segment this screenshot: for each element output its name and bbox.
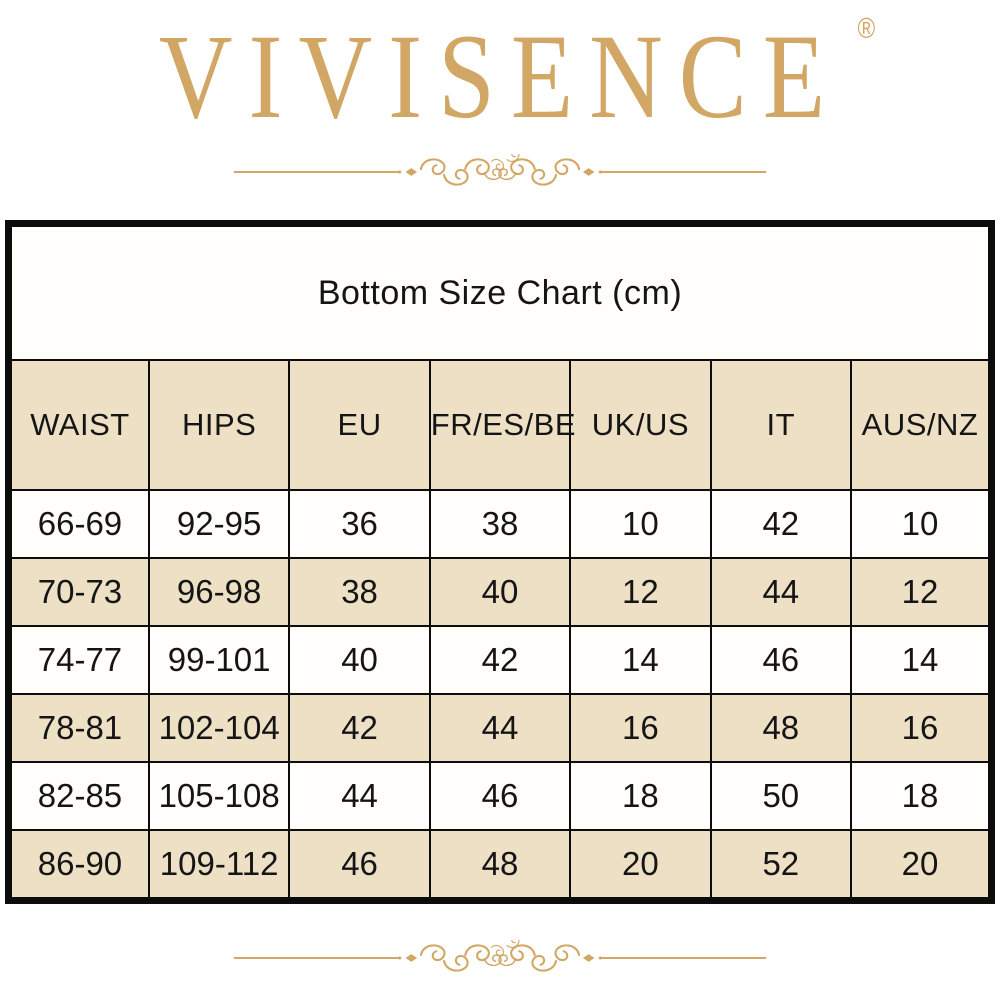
ornament-divider-bottom <box>233 940 767 972</box>
table-row: 78-81 102-104 42 44 16 48 16 <box>7 693 993 763</box>
size-cell: 20 <box>850 829 993 902</box>
size-cell: 92-95 <box>147 489 291 559</box>
size-cell: 42 <box>428 625 572 695</box>
size-cell: 38 <box>288 557 431 627</box>
size-cell: 36 <box>288 489 431 559</box>
size-cell: 82-85 <box>7 761 150 831</box>
size-cell: 12 <box>850 557 993 627</box>
size-cell: 44 <box>428 693 572 763</box>
size-cell: 38 <box>428 489 572 559</box>
size-cell: 44 <box>709 557 853 627</box>
size-cell: 46 <box>288 829 431 902</box>
size-cell: 42 <box>288 693 431 763</box>
column-header: WAIST <box>7 359 150 491</box>
table-row: 70-73 96-98 38 40 12 44 12 <box>7 557 993 627</box>
size-cell: 50 <box>709 761 853 831</box>
brand-name: VIVISENCE <box>158 10 842 145</box>
column-header: FR/ES/BE <box>428 359 576 491</box>
column-header: EU <box>288 359 431 491</box>
registered-trademark-icon: ® <box>857 13 876 46</box>
size-cell: 48 <box>428 829 572 902</box>
table-title: Bottom Size Chart (cm) <box>7 222 993 361</box>
table-row: 86-90 109-112 46 48 20 52 20 <box>7 829 993 902</box>
size-cell: 96-98 <box>147 557 291 627</box>
size-cell: 20 <box>569 829 712 902</box>
size-cell: 16 <box>569 693 712 763</box>
size-cell: 12 <box>569 557 712 627</box>
size-cell: 14 <box>850 625 993 695</box>
size-cell: 102-104 <box>147 693 291 763</box>
size-chart-table: Bottom Size Chart (cm) WAIST HIPS EU FR/ES/… <box>5 220 995 904</box>
table-row: 74-77 99-101 40 42 14 46 14 <box>7 625 993 695</box>
brand-logo: VIVISENCE ® <box>159 15 875 138</box>
size-cell: 48 <box>709 693 853 763</box>
size-cell: 40 <box>428 557 572 627</box>
size-cell: 14 <box>569 625 712 695</box>
size-chart-section: Bottom Size Chart (cm) WAIST HIPS EU FR/ES/… <box>0 220 1000 904</box>
column-header: IT <box>709 359 853 491</box>
table-title-row: Bottom Size Chart (cm) <box>7 222 993 361</box>
column-header: AUS/NZ <box>850 359 993 491</box>
column-header: HIPS <box>147 359 291 491</box>
size-cell: 70-73 <box>7 557 150 627</box>
size-cell: 10 <box>569 489 712 559</box>
ornament-divider-top <box>233 154 767 186</box>
size-cell: 40 <box>288 625 431 695</box>
size-cell: 10 <box>850 489 993 559</box>
size-cell: 44 <box>288 761 431 831</box>
size-cell: 42 <box>709 489 853 559</box>
size-cell: 46 <box>709 625 853 695</box>
header-row: WAIST HIPS EU FR/ES/BE UK/US IT AUS/NZ <box>7 359 993 491</box>
size-cell: 74-77 <box>7 625 150 695</box>
table-row: 82-85 105-108 44 46 18 50 18 <box>7 761 993 831</box>
size-cell: 105-108 <box>147 761 291 831</box>
size-cell: 109-112 <box>147 829 291 902</box>
brand-header: VIVISENCE ® <box>0 0 1000 190</box>
column-header: UK/US <box>569 359 712 491</box>
table-body: 66-69 92-95 36 38 10 42 10 70-73 96-98 38 40 12 44 12… <box>7 489 993 902</box>
size-cell: 66-69 <box>7 489 150 559</box>
size-cell: 46 <box>428 761 572 831</box>
size-cell: 18 <box>569 761 712 831</box>
size-cell: 99-101 <box>147 625 291 695</box>
size-cell: 78-81 <box>7 693 150 763</box>
size-cell: 16 <box>850 693 993 763</box>
size-cell: 52 <box>709 829 853 902</box>
size-cell: 86-90 <box>7 829 150 902</box>
size-cell: 18 <box>850 761 993 831</box>
table-row: 66-69 92-95 36 38 10 42 10 <box>7 489 993 559</box>
